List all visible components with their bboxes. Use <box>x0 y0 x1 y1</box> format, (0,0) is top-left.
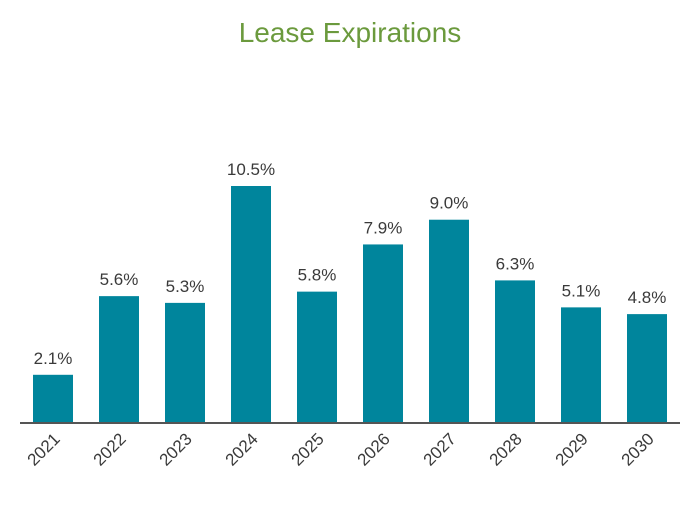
bar-2030 <box>627 314 667 422</box>
x-tick-label-2029: 2029 <box>552 429 592 469</box>
x-tick-label-2028: 2028 <box>486 429 526 469</box>
value-label-2021: 2.1% <box>34 349 73 368</box>
value-label-2027: 9.0% <box>430 194 469 213</box>
x-tick-label-2030: 2030 <box>618 429 658 469</box>
value-label-2029: 5.1% <box>562 281 601 300</box>
value-label-2028: 6.3% <box>496 254 535 273</box>
chart-title: Lease Expirations <box>239 17 462 48</box>
value-labels-group: 2.1% 5.6% 5.3% 10.5% 5.8% 7.9% 9.0% 6.3% 5.1% 4.8… <box>34 160 667 368</box>
bar-2025 <box>297 291 337 422</box>
value-label-2022: 5.6% <box>100 270 139 289</box>
bar-2024 <box>231 186 271 422</box>
x-tick-label-2024: 2024 <box>222 429 262 469</box>
bar-2022 <box>99 296 139 422</box>
value-label-2025: 5.8% <box>298 266 337 285</box>
value-label-2030: 4.8% <box>628 288 667 307</box>
x-tick-label-2021: 2021 <box>24 429 64 469</box>
bars-group <box>33 186 667 422</box>
bar-2028 <box>495 280 535 422</box>
value-label-2023: 5.3% <box>166 277 205 296</box>
x-tick-label-2027: 2027 <box>420 429 460 469</box>
bar-2027 <box>429 219 469 422</box>
bar-2026 <box>363 244 403 422</box>
value-label-2026: 7.9% <box>364 218 403 237</box>
value-label-2024: 10.5% <box>227 160 275 179</box>
bar-2029 <box>561 307 601 422</box>
bar-2023 <box>165 302 205 422</box>
x-tick-label-2026: 2026 <box>354 429 394 469</box>
bar-2021 <box>33 374 73 422</box>
x-tick-label-2025: 2025 <box>288 429 328 469</box>
x-tick-labels-group: 2021 2022 2023 2024 2025 2026 2027 2028 2029 2030 <box>24 429 658 469</box>
x-tick-label-2023: 2023 <box>156 429 196 469</box>
x-tick-label-2022: 2022 <box>90 429 130 469</box>
